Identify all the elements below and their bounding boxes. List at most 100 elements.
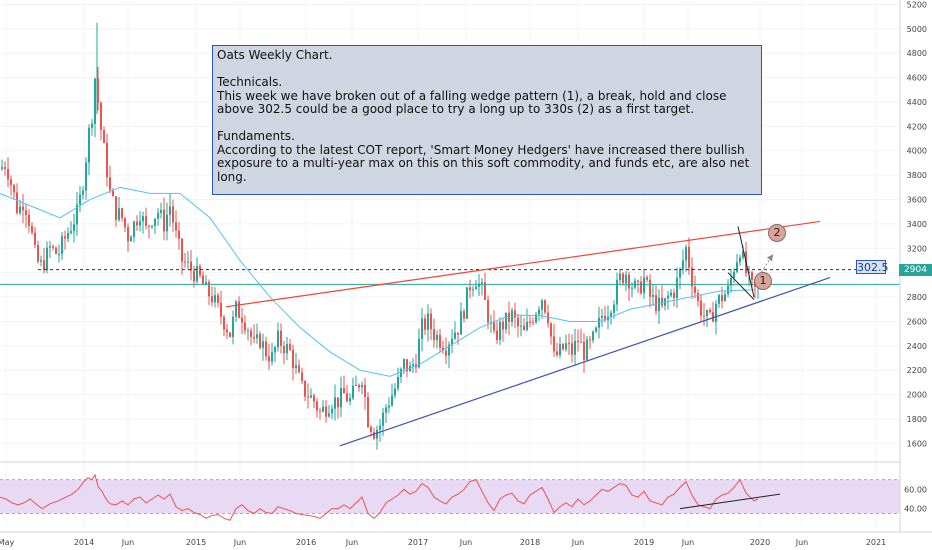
marker-one[interactable]: 1 bbox=[754, 272, 772, 290]
candle-body bbox=[547, 312, 549, 324]
candle-body bbox=[658, 297, 660, 311]
candle-body bbox=[136, 221, 138, 226]
candle-body bbox=[583, 341, 585, 360]
candle-body bbox=[394, 388, 396, 396]
candle-body bbox=[22, 206, 24, 211]
candle-body bbox=[19, 206, 21, 213]
arrow-head-icon bbox=[767, 254, 773, 262]
y-tick-label: 2000 bbox=[907, 391, 927, 400]
candle-body bbox=[661, 297, 663, 306]
candle-body bbox=[265, 341, 267, 357]
candle-body bbox=[421, 318, 423, 339]
candle-body bbox=[595, 327, 597, 332]
candle-body bbox=[310, 395, 312, 398]
candle-body bbox=[568, 343, 570, 345]
candle-body bbox=[586, 339, 588, 360]
candle-body bbox=[202, 275, 204, 285]
candle-body bbox=[511, 310, 513, 323]
candle-body bbox=[64, 236, 66, 239]
candle-body bbox=[241, 317, 243, 323]
y-tick-label: 4800 bbox=[907, 49, 927, 58]
candle-body bbox=[385, 407, 387, 413]
candle-body bbox=[244, 322, 246, 331]
candle-body bbox=[196, 266, 198, 282]
x-tick-label: 2014 bbox=[74, 538, 94, 547]
candle-body bbox=[613, 304, 615, 313]
candle-body bbox=[175, 222, 177, 231]
level-label[interactable]: 302.5 bbox=[856, 260, 889, 274]
candle-body bbox=[349, 398, 351, 402]
y-tick-label: 3200 bbox=[907, 244, 927, 253]
candle-body bbox=[211, 296, 213, 303]
candle-body bbox=[715, 303, 717, 322]
candle-body bbox=[139, 221, 141, 226]
candle-body bbox=[472, 289, 474, 291]
candle-body bbox=[34, 232, 36, 245]
x-tick-label: Jun bbox=[459, 538, 473, 547]
candle-body bbox=[226, 329, 228, 333]
candle-body bbox=[337, 397, 339, 408]
candle-body bbox=[301, 372, 303, 381]
candle-body bbox=[145, 216, 147, 226]
candle-body bbox=[334, 397, 336, 409]
candle-body bbox=[52, 246, 54, 248]
candle-body bbox=[109, 177, 111, 191]
candle-body bbox=[388, 405, 390, 408]
candle-body bbox=[709, 309, 711, 313]
candle-body bbox=[1, 167, 3, 170]
candle-body bbox=[535, 314, 537, 323]
y-tick-label: 5000 bbox=[907, 25, 927, 34]
candle-body bbox=[694, 286, 696, 293]
candle-body bbox=[688, 246, 690, 268]
candle-body bbox=[448, 344, 450, 356]
candle-body bbox=[496, 330, 498, 340]
candle-body bbox=[691, 267, 693, 287]
candle-body bbox=[127, 227, 129, 242]
annotation-box[interactable]: Oats Weekly Chart. Technicals. This week… bbox=[212, 45, 762, 195]
candle-body bbox=[61, 236, 63, 254]
candle-body bbox=[28, 215, 30, 226]
candle-body bbox=[103, 130, 105, 144]
candle-body bbox=[55, 247, 57, 254]
candle-body bbox=[526, 321, 528, 330]
candle-body bbox=[43, 260, 45, 271]
candle-body bbox=[616, 280, 618, 305]
candle-body bbox=[31, 225, 33, 233]
y-tick-label: 4600 bbox=[907, 74, 927, 83]
candle-body bbox=[7, 168, 9, 180]
candle-body bbox=[367, 397, 369, 427]
candle-body bbox=[313, 395, 315, 402]
x-tick-label: 2017 bbox=[408, 538, 428, 547]
candle-body bbox=[94, 78, 96, 124]
candle-body bbox=[262, 341, 264, 348]
candle-body bbox=[424, 318, 426, 330]
candle-body bbox=[697, 292, 699, 301]
candle-body bbox=[412, 364, 414, 366]
candle-body bbox=[628, 274, 630, 289]
candle-body bbox=[199, 266, 201, 276]
y-tick-label: 4200 bbox=[907, 122, 927, 131]
candle-body bbox=[361, 384, 363, 388]
candle-body bbox=[670, 292, 672, 296]
x-tick-label: 2019 bbox=[634, 538, 654, 547]
y-tick-label: 2400 bbox=[907, 342, 927, 351]
candle-body bbox=[130, 237, 132, 242]
candle-body bbox=[193, 270, 195, 282]
x-tick-label: 2021 bbox=[866, 538, 886, 547]
candle-body bbox=[523, 325, 525, 330]
candle-body bbox=[703, 315, 705, 317]
candle-body bbox=[727, 285, 729, 295]
wedge-line bbox=[737, 226, 755, 298]
candle-body bbox=[121, 208, 123, 218]
marker-two[interactable]: 2 bbox=[768, 224, 786, 242]
x-tick-label: Jun bbox=[681, 538, 695, 547]
candle-body bbox=[601, 315, 603, 318]
candle-body bbox=[10, 179, 12, 186]
candle-body bbox=[346, 393, 348, 402]
candle-body bbox=[298, 365, 300, 373]
candle-body bbox=[508, 312, 510, 323]
candle-body bbox=[730, 277, 732, 286]
rsi-divergence-line bbox=[679, 493, 781, 510]
